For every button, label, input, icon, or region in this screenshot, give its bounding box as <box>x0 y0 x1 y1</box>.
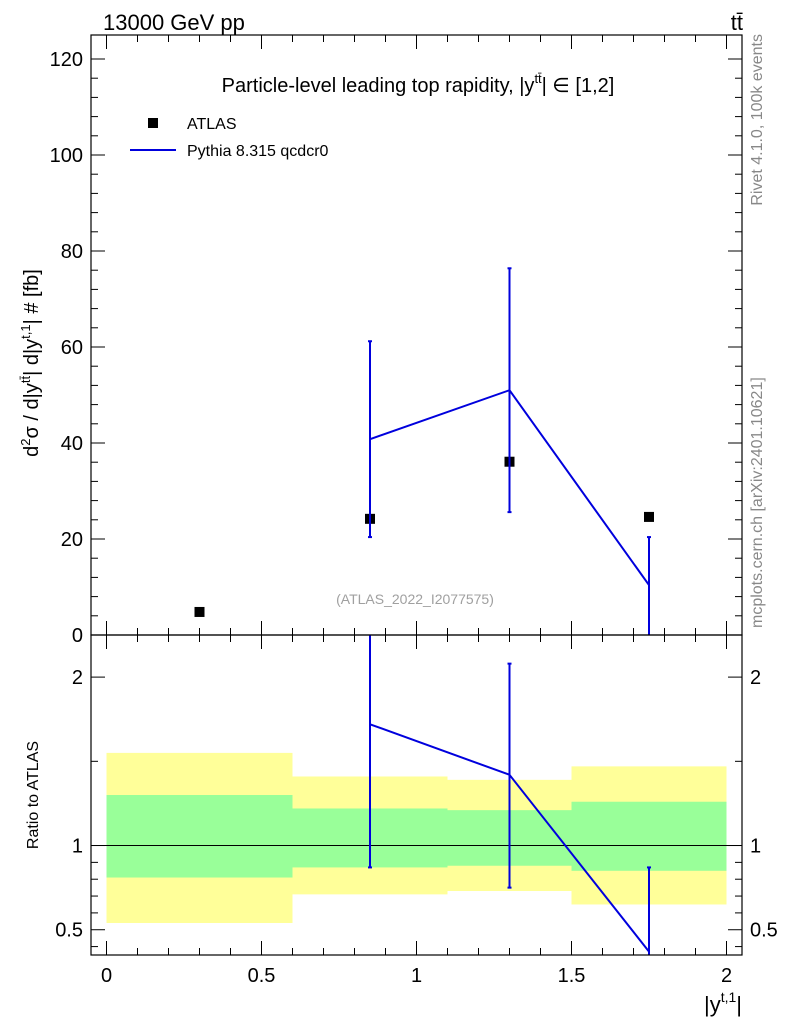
ratio-x-axis: 0 0.5 1 1.5 2 <box>101 635 732 987</box>
ratio-frame <box>90 634 743 956</box>
atlas-data-point <box>194 606 205 617</box>
main-panel: Particle-level leading top rapidity, |yt… <box>18 34 743 647</box>
main-y-tick-label: 100 <box>50 145 83 167</box>
ratio-y-tick-label: 0.5 <box>55 920 83 942</box>
chart-title: Particle-level leading top rapidity, |yt… <box>222 71 615 97</box>
x-tick-label: 1 <box>411 965 422 987</box>
ratio-panel: 0.5 0.5 1 1 2 2 0 0.5 1 1.5 2 Ratio to ATLAS |yt,… <box>25 634 778 1017</box>
ratio-data-marks <box>368 635 651 955</box>
x-tick-label: 0.5 <box>248 965 276 987</box>
ratio-y-tick-label: 1 <box>72 836 83 858</box>
chart-title-tail: | ∈ [1,2] <box>542 75 615 97</box>
ratio-y-axis: 0.5 0.5 1 1 2 2 <box>55 667 778 948</box>
atlas-data-point <box>644 511 654 522</box>
x-tick-label: 2 <box>721 965 732 987</box>
x-axis-label: |yt,1| <box>704 989 742 1017</box>
chart-title-sup: tt̄ <box>534 71 542 86</box>
ratio-y-tick-label: 2 <box>72 667 83 689</box>
ratio-band-green <box>106 795 293 878</box>
legend: ATLAS Pythia 8.315 qcdcr0 <box>130 116 329 160</box>
ratio-band-green <box>571 801 727 871</box>
header-left-label: 13000 GeV pp <box>103 10 245 35</box>
main-y-tick-label: 60 <box>61 337 83 359</box>
ratio-uncertainty-bands <box>91 752 742 923</box>
mcplots-label: mcplots.cern.ch [arXiv:2401.10621] <box>749 377 766 628</box>
main-y-axis-label: d2σ / d|ytt̄| d|yt,1| # [fb] <box>18 269 43 457</box>
x-tick-label: 1.5 <box>558 965 586 987</box>
x-tick-label: 0 <box>101 965 112 987</box>
main-y-tick-label: 20 <box>61 529 83 551</box>
legend-pythia-label: Pythia 8.315 qcdcr0 <box>187 143 329 160</box>
main-y-tick-label: 120 <box>50 49 83 71</box>
ratio-y-tick-label-right: 0.5 <box>750 920 778 942</box>
analysis-watermark: (ATLAS_2022_I2077575) <box>336 591 494 607</box>
main-y-tick-label: 80 <box>61 241 83 263</box>
ratio-y-tick-label-right: 1 <box>750 836 761 858</box>
ratio-y-tick-label-right: 2 <box>750 667 761 689</box>
main-y-tick-label: 0 <box>72 625 83 647</box>
main-y-axis: 0 20 40 60 80 100 120 <box>50 49 742 647</box>
main-y-tick-label: 40 <box>61 433 83 455</box>
legend-atlas-marker <box>148 118 158 128</box>
rivet-version-label: Rivet 4.1.0, 100k events <box>749 34 766 206</box>
ratio-y-axis-label: Ratio to ATLAS <box>25 741 42 849</box>
header-right-label: tt̄ <box>731 10 743 35</box>
chart-title-main: Particle-level leading top rapidity, |y <box>222 75 535 97</box>
main-data-marks <box>194 267 654 635</box>
main-x-ticks <box>106 35 727 635</box>
legend-atlas-label: ATLAS <box>187 116 237 133</box>
